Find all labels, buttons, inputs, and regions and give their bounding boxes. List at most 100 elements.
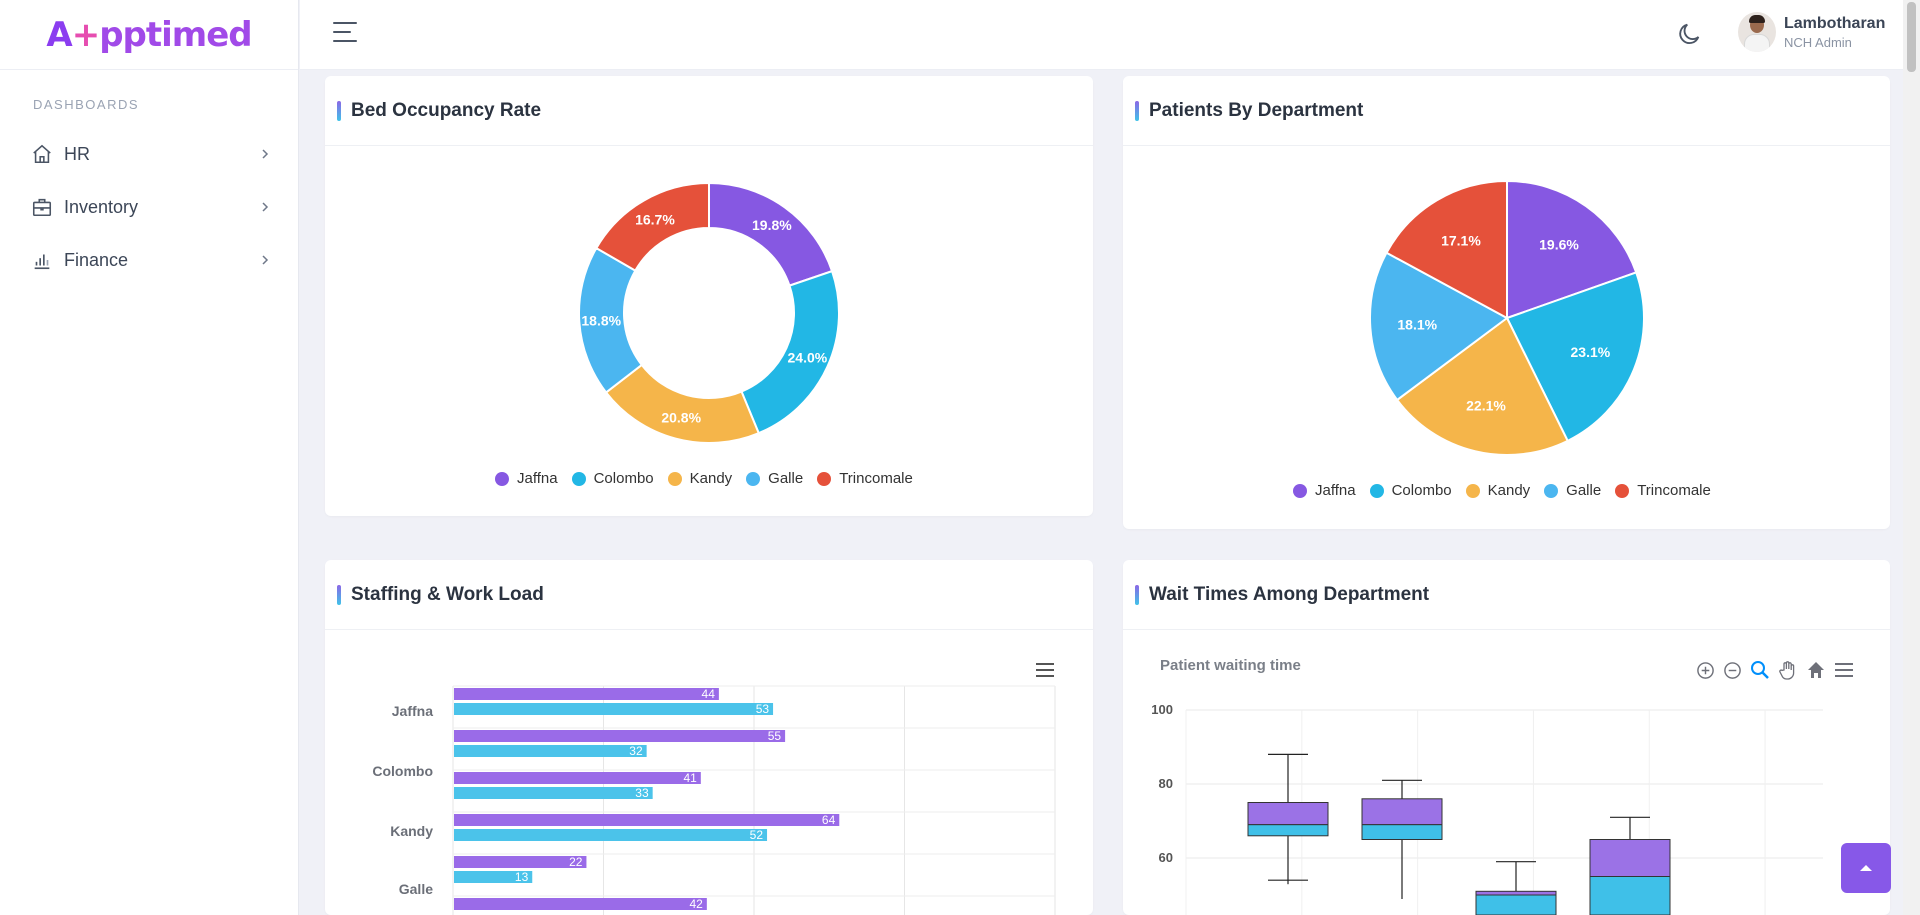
- pan-icon[interactable]: [1778, 660, 1798, 685]
- box-plot-4[interactable]: [1589, 816, 1671, 915]
- legend-item-galle[interactable]: Galle: [1544, 482, 1601, 499]
- bar[interactable]: [454, 730, 786, 742]
- legend-label: Kandy: [1487, 482, 1531, 499]
- bar-value-label: 44: [702, 687, 716, 701]
- bar[interactable]: [454, 856, 587, 868]
- box-plot-2[interactable]: [1361, 779, 1443, 899]
- legend-item-kandy[interactable]: Kandy: [1465, 482, 1531, 499]
- bar-value-label: 32: [629, 744, 643, 758]
- bar[interactable]: [454, 703, 774, 715]
- card-title: Wait Times Among Department: [1149, 583, 1430, 605]
- user-name: Lambotharan: [1784, 14, 1886, 32]
- legend-marker: [1615, 483, 1630, 498]
- caret-up-icon: [1860, 865, 1872, 871]
- scrollbar-thumb[interactable]: [1907, 2, 1916, 72]
- staffing-bar-chart: 44 53 55 32 41 33 64 52 22 13 42 Jaffna Colombo Kandy…: [372, 685, 1056, 915]
- chevron-right-icon: [260, 199, 270, 215]
- bar[interactable]: [454, 898, 707, 910]
- slice-label: 24.0%: [788, 350, 828, 366]
- bar-value-label: 22: [569, 855, 583, 869]
- slice-label: 18.8%: [581, 312, 621, 328]
- sidebar-item-hr[interactable]: HR: [30, 134, 270, 174]
- avatar: [1738, 12, 1776, 52]
- legend-marker: [495, 471, 509, 486]
- chevron-right-icon: [260, 252, 270, 268]
- category-label: Jaffna: [392, 703, 433, 719]
- briefcase-icon: [30, 195, 54, 219]
- chart-menu-button[interactable]: [1035, 662, 1055, 683]
- bar[interactable]: [454, 772, 701, 784]
- category-label: Colombo: [372, 763, 433, 779]
- logo-area: A+pptimed: [0, 0, 298, 70]
- bar[interactable]: [454, 871, 533, 883]
- legend-item-galle[interactable]: Galle: [746, 470, 803, 487]
- slice-label: 22.1%: [1466, 398, 1506, 414]
- y-tick-label: 60: [1159, 850, 1173, 865]
- bar[interactable]: [454, 745, 647, 757]
- menu-icon[interactable]: [1834, 662, 1854, 683]
- user-profile-menu[interactable]: Lambotharan NCH Admin: [1738, 12, 1885, 52]
- bar-value-label: 42: [689, 897, 703, 911]
- legend-label: Colombo: [1391, 482, 1452, 499]
- legend-item-trincomale[interactable]: Trincomale: [1615, 482, 1711, 499]
- legend-label: Jaffna: [517, 470, 558, 487]
- chevron-right-icon: [260, 146, 270, 162]
- sidebar-section-title: DASHBOARDS: [33, 97, 140, 112]
- zoom-in-icon[interactable]: [1696, 661, 1715, 685]
- moon-icon: [1679, 23, 1700, 44]
- home-icon[interactable]: [1806, 660, 1826, 685]
- bar-value-label: 64: [822, 813, 836, 827]
- bar[interactable]: [454, 787, 653, 799]
- pie-slice-kandy[interactable]: [1395, 316, 1569, 456]
- bar[interactable]: [454, 829, 768, 841]
- bar-value-label: 33: [635, 786, 649, 800]
- zoom-icon[interactable]: [1750, 660, 1770, 685]
- patients-legend: Jaffna Colombo Kandy Galle Trincomale: [1293, 482, 1725, 499]
- page-scrollbar[interactable]: [1903, 0, 1920, 915]
- bar[interactable]: [454, 688, 719, 700]
- legend-item-jaffna[interactable]: Jaffna: [1293, 482, 1356, 499]
- scroll-to-top-button[interactable]: [1841, 843, 1891, 893]
- legend-marker: [1544, 483, 1559, 498]
- bar[interactable]: [454, 814, 840, 826]
- sidebar-item-inventory[interactable]: Inventory: [30, 187, 270, 227]
- sidebar: A+pptimed DASHBOARDS HR Inventory Financ…: [0, 0, 299, 915]
- legend-item-colombo[interactable]: Colombo: [571, 470, 654, 487]
- legend-marker: [1293, 483, 1307, 498]
- pie-slice-colombo[interactable]: [1505, 271, 1645, 443]
- box-plot-3[interactable]: [1475, 861, 1557, 915]
- pie-slice-galle[interactable]: [1369, 251, 1509, 402]
- pie-slice-trincomale[interactable]: [594, 181, 710, 272]
- box-plot-1[interactable]: [1247, 753, 1329, 885]
- bed-occupancy-donut-chart: 19.8% 24.0% 20.8% 18.8% 16.7%: [578, 181, 840, 444]
- legend-item-colombo[interactable]: Colombo: [1369, 482, 1452, 499]
- title-accent-bar: [337, 100, 341, 121]
- legend-marker: [817, 471, 832, 486]
- legend-item-kandy[interactable]: Kandy: [667, 470, 733, 487]
- legend-item-jaffna[interactable]: Jaffna: [495, 470, 558, 487]
- bar-value-label: 52: [750, 828, 764, 842]
- card-title: Staffing & Work Load: [351, 583, 544, 605]
- sidebar-item-finance[interactable]: Finance: [30, 240, 270, 280]
- slice-label: 16.7%: [635, 211, 675, 227]
- bed-occupancy-legend: Jaffna Colombo Kandy Galle Trincomale: [495, 470, 927, 487]
- pie-slice-jaffna[interactable]: [708, 181, 834, 287]
- zoom-out-icon[interactable]: [1723, 661, 1742, 685]
- topbar: Lambotharan NCH Admin: [300, 0, 1920, 70]
- bar-value-label: 41: [683, 771, 697, 785]
- wait-times-card: Wait Times Among Department Patient wait…: [1123, 560, 1890, 915]
- legend-item-trincomale[interactable]: Trincomale: [817, 470, 913, 487]
- slice-label: 19.8%: [752, 217, 792, 233]
- legend-marker: [1369, 483, 1384, 498]
- menu-icon: [1036, 663, 1054, 677]
- legend-label: Kandy: [689, 470, 733, 487]
- sidebar-item-label: HR: [64, 143, 90, 164]
- menu-toggle-button[interactable]: [333, 22, 357, 46]
- slice-label: 23.1%: [1571, 344, 1611, 360]
- slice-label: 17.1%: [1441, 233, 1481, 249]
- pie-slice-trincomale[interactable]: [1385, 179, 1508, 320]
- pie-slice-kandy[interactable]: [604, 363, 761, 444]
- apptimed-logo[interactable]: A+pptimed: [46, 14, 252, 55]
- dark-mode-toggle[interactable]: [1675, 20, 1703, 48]
- user-role: NCH Admin: [1784, 34, 1852, 50]
